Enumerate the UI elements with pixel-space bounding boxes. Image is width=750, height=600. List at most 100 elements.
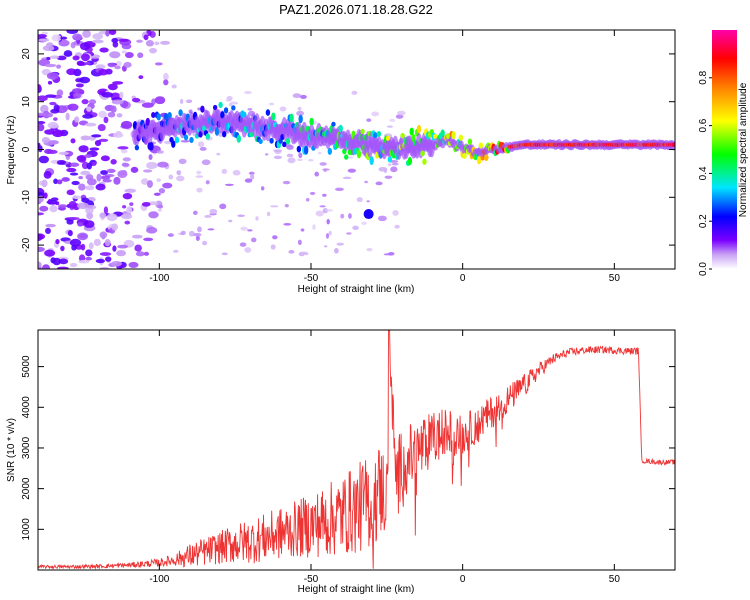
spectrogram-cell xyxy=(286,144,294,150)
spectrogram-cell xyxy=(156,113,161,121)
y-tick-label: 3000 xyxy=(21,436,32,459)
spectrogram-cell xyxy=(315,210,324,217)
spectrogram-cell xyxy=(99,231,108,239)
spectrogram-cell xyxy=(305,197,310,202)
spectrogram-cell xyxy=(196,170,202,175)
spectrogram-cell xyxy=(69,238,82,247)
spectrogram-cell xyxy=(56,89,64,97)
spectrogram-cell xyxy=(244,90,252,95)
spectrogram-cell xyxy=(38,212,45,216)
spectrogram-cell xyxy=(143,237,154,242)
spectrogram-cell xyxy=(123,61,132,68)
y-tick-label: -10 xyxy=(21,190,32,205)
spectrogram-cell xyxy=(41,264,51,269)
spectrogram-cell xyxy=(247,229,253,232)
spectrogram-cell xyxy=(53,104,60,112)
spectrogram-cell xyxy=(38,112,47,116)
spectrogram-cell xyxy=(335,187,344,192)
spectrogram-cell xyxy=(110,260,122,267)
spectrogram-cell xyxy=(462,153,467,159)
spectrogram-cell xyxy=(331,121,336,127)
spectrogram-cell xyxy=(285,137,291,145)
spectrogram-cell xyxy=(289,113,294,123)
spectrogram-cell xyxy=(46,72,59,80)
spectrogram-cell xyxy=(38,233,43,241)
spectrogram-cell xyxy=(157,161,169,168)
spectrogram-cell xyxy=(292,93,302,99)
spectrogram-cell xyxy=(222,130,227,138)
spectrogram-cell xyxy=(269,205,279,208)
spectrogram-cell xyxy=(247,108,253,111)
spectrogram-cell xyxy=(146,180,153,188)
spectrogram-cell xyxy=(458,134,464,141)
spectrogram-cell xyxy=(296,145,302,153)
spectrogram-cell xyxy=(60,36,68,40)
spectrogram-cell xyxy=(98,138,109,142)
spectrogram-cell xyxy=(52,257,61,266)
spectrogram-cell xyxy=(392,210,399,216)
spectrogram-cell xyxy=(296,158,304,161)
spectrogram-cell xyxy=(407,156,413,166)
spectrogram-cell xyxy=(84,154,93,158)
spectrogram-cell xyxy=(38,246,45,253)
x-tick-label: -50 xyxy=(304,273,319,284)
spectrogram-cell xyxy=(49,55,60,59)
spectrogram-cell xyxy=(77,61,87,66)
spectrogram-cell xyxy=(122,192,133,200)
spectrogram-cell xyxy=(105,256,112,262)
spectrogram-cell xyxy=(128,261,139,268)
spectrogram-cell xyxy=(61,177,70,182)
spectrogram-cell xyxy=(143,169,153,173)
spectrogram-cell xyxy=(41,136,50,144)
spectrogram-cell xyxy=(409,127,414,136)
spectrogram-cell xyxy=(214,127,220,136)
spectrogram-cell xyxy=(149,47,158,54)
spectrogram-cell xyxy=(72,55,80,61)
spectrogram-cell xyxy=(143,34,149,41)
spectrogram-cell xyxy=(312,224,316,230)
snr-axes: -100 -50 0 50 1000 2000 3000 4000 5000 xyxy=(21,330,675,585)
spectrogram-cell xyxy=(85,185,95,191)
spectrogram-cell xyxy=(118,38,130,42)
colorbar-tick-label: 0.6 xyxy=(698,118,709,132)
spectrogram-cell xyxy=(81,99,89,105)
spectrogram-cell xyxy=(395,114,404,119)
spectrogram-cell xyxy=(112,41,119,48)
spectrogram-cell xyxy=(386,125,393,128)
spectrogram-cell xyxy=(74,116,80,123)
spectrogram-cell xyxy=(160,40,171,45)
spectrogram-cell xyxy=(131,234,143,239)
spectrogram-cell xyxy=(134,144,140,151)
spectrogram-cell xyxy=(98,69,109,76)
spectrogram-cell xyxy=(255,216,259,221)
spectrogram-ylabel: Frequency (Hz) xyxy=(6,116,17,185)
spectrogram-cell xyxy=(79,76,91,84)
spectrogram-cell xyxy=(157,204,164,209)
spectrogram-cell xyxy=(76,155,86,162)
colorbar-label: Normalized spectral amplitude xyxy=(738,82,749,217)
spectrogram-cell xyxy=(273,149,283,153)
spectrogram-cell xyxy=(72,33,83,41)
spectrogram-cell xyxy=(41,179,48,188)
spectrogram-cell xyxy=(224,183,234,186)
spectrogram-cell xyxy=(154,96,166,105)
spectrogram-cell xyxy=(146,161,158,170)
snr-panel: -100 -50 0 50 1000 2000 3000 4000 5000 Height of… xyxy=(6,329,676,595)
spectrogram-cell xyxy=(95,183,106,191)
spectrogram-cell xyxy=(264,153,269,156)
spectrogram-cell xyxy=(338,124,343,133)
spectrogram-cell xyxy=(209,208,218,215)
spectrogram-cell xyxy=(391,162,399,166)
spectrogram-cell xyxy=(221,252,228,256)
spectrogram-cell xyxy=(250,173,255,180)
spectrogram-cell xyxy=(92,39,104,44)
spectrogram-cell xyxy=(82,30,91,38)
spectrogram-cell xyxy=(49,101,57,106)
spectrogram-cell xyxy=(178,109,183,117)
spectrogram-cell xyxy=(176,175,185,182)
spectrogram-cell xyxy=(66,189,75,196)
spectrogram-cell xyxy=(124,188,137,193)
spectrogram-cell xyxy=(317,151,322,155)
spectrogram-cell xyxy=(130,166,139,173)
